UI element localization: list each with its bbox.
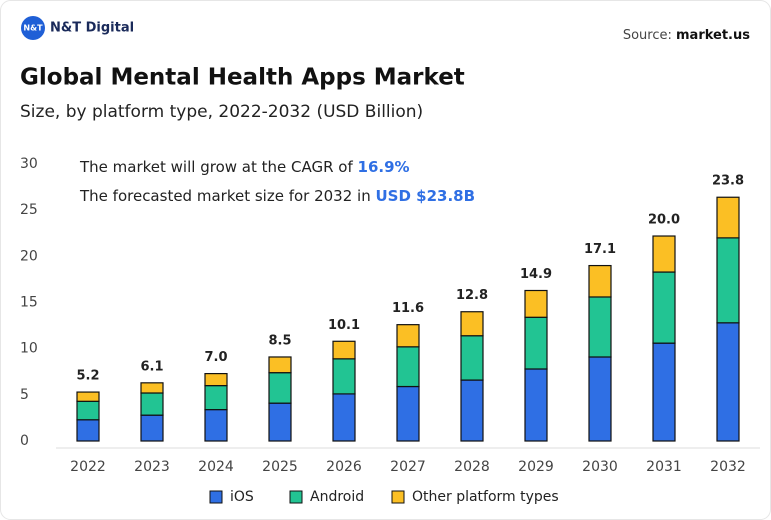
y-tick-label: 0 [20, 433, 29, 449]
total-label: 14.9 [520, 267, 552, 282]
total-label: 23.8 [712, 174, 744, 189]
total-label: 10.1 [328, 318, 360, 333]
bar-segment [332, 393, 356, 442]
legend-label: Android [310, 489, 364, 505]
bar-segment [524, 316, 548, 370]
bar-segment [76, 419, 100, 442]
annotation-highlight: USD $23.8B [376, 187, 476, 205]
x-tick-label: 2031 [646, 459, 682, 475]
y-tick-label: 5 [20, 387, 29, 403]
x-tick-label: 2030 [582, 459, 618, 475]
legend-swatch [209, 490, 223, 504]
x-tick-label: 2027 [390, 459, 426, 475]
total-label: 11.6 [392, 301, 424, 316]
logo [21, 16, 45, 40]
bar-segment [396, 385, 420, 442]
logo-text: N&T [23, 24, 43, 33]
y-tick-label: 30 [20, 156, 38, 172]
total-label: 12.8 [456, 288, 488, 303]
source: Source: market.us [623, 28, 750, 43]
bar-segment [716, 196, 740, 239]
annotation-highlight: 16.9% [358, 158, 410, 176]
bar-segment [652, 235, 676, 273]
x-tick-label: 2029 [518, 459, 554, 475]
bar-segment [204, 385, 228, 411]
bar-segment [396, 346, 420, 388]
bar-segment [460, 379, 484, 442]
bar-segment [268, 356, 292, 374]
bar-segment [588, 264, 612, 298]
legend-label: Other platform types [412, 489, 559, 505]
x-tick-label: 2026 [326, 459, 362, 475]
brand: N&T Digital [50, 21, 134, 36]
total-label: 7.0 [204, 350, 227, 365]
annotation: The market will grow at the CAGR of 16.9… [79, 158, 410, 176]
bar-segment [140, 414, 164, 442]
bar-segment [460, 311, 484, 337]
x-tick-label: 2032 [710, 459, 746, 475]
bar-segment [524, 368, 548, 442]
x-tick-label: 2025 [262, 459, 298, 475]
bar-segment [268, 402, 292, 442]
x-tick-label: 2023 [134, 459, 170, 475]
y-tick-label: 25 [20, 202, 38, 218]
bar-segment [204, 372, 228, 387]
chart-title: Global Mental Health Apps Market [20, 65, 465, 91]
bar-segment [652, 271, 676, 344]
total-label: 17.1 [584, 242, 616, 257]
y-tick-label: 15 [20, 295, 38, 311]
bar-segment [204, 409, 228, 442]
bar-segment [332, 358, 356, 395]
x-tick-label: 2022 [70, 459, 106, 475]
bar-segment [140, 392, 164, 416]
annotation: The forecasted market size for 2032 in U… [79, 187, 475, 205]
y-tick-label: 10 [20, 341, 38, 357]
bar-segment [716, 237, 740, 324]
bar-segment [332, 340, 356, 360]
total-label: 20.0 [648, 213, 680, 228]
annotation-text: The market will grow at the CAGR of [79, 158, 353, 176]
total-label: 5.2 [76, 369, 99, 384]
bar-segment [140, 382, 164, 394]
bar-segment [652, 342, 676, 442]
y-tick-label: 20 [20, 248, 38, 264]
total-label: 8.5 [268, 333, 291, 348]
total-label: 6.1 [140, 359, 163, 374]
bar-segment [588, 296, 612, 358]
chart-subtitle: Size, by platform type, 2022-2032 (USD B… [20, 102, 423, 122]
x-tick-label: 2024 [198, 459, 234, 475]
source-value: market.us [676, 28, 750, 43]
source-label: Source: [623, 28, 672, 43]
bar-segment [524, 289, 548, 318]
bar-segment [268, 372, 292, 404]
bar-segment [76, 391, 100, 402]
annotation-text: The forecasted market size for 2032 in [79, 187, 371, 205]
bar-segment [460, 335, 484, 381]
legend-swatch [391, 490, 405, 504]
bar-segment [716, 322, 740, 442]
bar-segment [396, 324, 420, 348]
x-tick-label: 2028 [454, 459, 490, 475]
bar-segment [588, 356, 612, 442]
legend-swatch [289, 490, 303, 504]
legend-label: iOS [230, 489, 254, 505]
bar-segment [76, 400, 100, 421]
